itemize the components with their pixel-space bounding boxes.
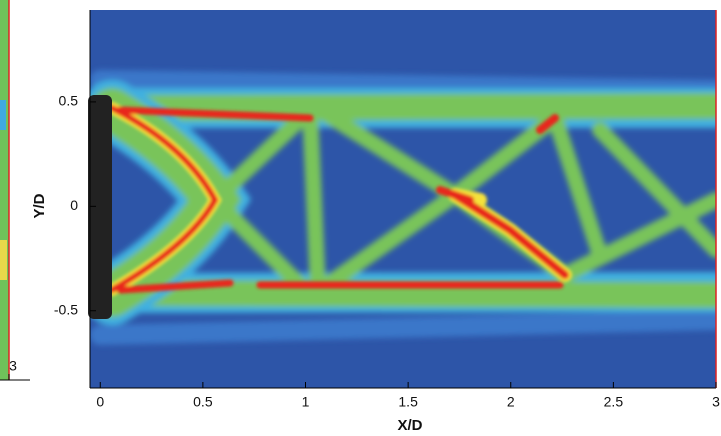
y-tick-label: 0	[70, 197, 78, 213]
x-tick-label: 0.5	[193, 394, 213, 410]
y-axis-title: Y/D	[31, 193, 48, 218]
left-x-tick-label: 3	[9, 358, 17, 374]
left-panel-field	[0, 0, 9, 380]
contour-field	[90, 10, 716, 388]
x-tick-label: 3	[712, 394, 720, 410]
left-panel-patch	[0, 100, 6, 130]
page: Y/D X/D 00.511.522.530.50-0.53 (() => { …	[0, 0, 721, 436]
x-tick-label: 0	[96, 394, 104, 410]
x-tick-label: 1	[302, 394, 310, 410]
left-panel-patch	[0, 240, 7, 280]
x-tick-label: 2.5	[604, 394, 624, 410]
x-tick-label: 2	[507, 394, 515, 410]
left-panel	[0, 0, 30, 380]
y-tick-label: -0.5	[54, 301, 78, 317]
x-tick-label: 1.5	[398, 394, 418, 410]
x-axis-title: X/D	[397, 417, 422, 434]
y-tick-label: 0.5	[59, 93, 79, 109]
cylinder	[88, 95, 112, 319]
chart: Y/D X/D 0 0.5 1 1.5 2 2.5 3 0.5 0 -0.5 3	[0, 0, 721, 436]
